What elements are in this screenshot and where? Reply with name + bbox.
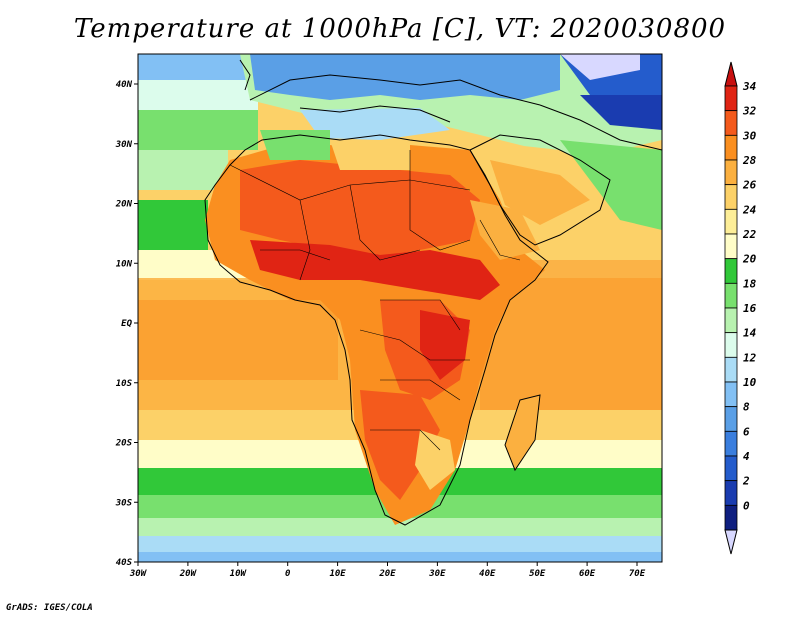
colorbar-segment [724, 381, 738, 408]
lat-label: 20S [115, 439, 133, 449]
colorbar-segment [724, 504, 738, 531]
colorbar-label: 30 [742, 129, 757, 142]
lat-label: 10S [116, 379, 133, 389]
lat-label: 40S [116, 558, 133, 568]
colorbar-segment [724, 258, 738, 284]
lon-label: 20W [179, 569, 198, 579]
temperature-field [138, 54, 662, 562]
colorbar-segment [724, 208, 738, 235]
credit-text: GrADS: IGES/COLA [6, 603, 93, 613]
colorbar-segment [724, 406, 738, 432]
colorbar-label: 0 [743, 499, 750, 512]
map-title: Temperature at 1000hPa [C], VT: 20200308… [73, 14, 727, 44]
colorbar-segment [724, 480, 738, 506]
country-borders [229, 150, 521, 451]
colorbar-label: 32 [742, 105, 757, 118]
lon-label: 30W [129, 569, 148, 579]
lon-label: 10W [230, 569, 248, 579]
colorbar-top-arrow [724, 61, 738, 87]
lon-label: 60E [579, 569, 596, 579]
colorbar-bottom-arrow [724, 529, 738, 555]
colorbar-label: 20 [742, 253, 757, 266]
colorbar-label: 18 [743, 277, 757, 290]
latitude-axis: 40N 30N 20N 10N EQ 10S 20S 30S 40S [115, 80, 138, 568]
colorbar-label: 28 [742, 154, 757, 167]
longitude-axis: 30W 20W 10W 0 10E 20E 30E 40E 50E 60E 70E [129, 562, 646, 579]
lon-label: 40E [479, 569, 496, 579]
colorbar-label: 12 [743, 351, 757, 364]
colorbar-segment [724, 134, 738, 161]
colorbar-segment [724, 455, 738, 482]
lat-label: 30N [115, 140, 133, 150]
lon-label: 70E [629, 569, 646, 579]
colorbar-label: 16 [743, 302, 757, 315]
colorbar-label: 4 [743, 450, 750, 463]
lon-label: 30E [428, 569, 446, 579]
lat-label: 20N [115, 200, 133, 210]
lon-label: 0 [285, 569, 291, 579]
colorbar-segment [724, 184, 738, 210]
colorbar-segment [724, 356, 738, 383]
colorbar-segment [724, 307, 738, 334]
coastlines [204, 59, 662, 526]
map-frame [137, 53, 663, 563]
lat-label: 40N [116, 80, 133, 90]
colorbar-segment [724, 233, 738, 260]
lat-label: EQ [121, 319, 132, 329]
colorbar-label: 34 [742, 80, 757, 93]
lon-label: 10E [329, 569, 346, 579]
lon-label: 20E [378, 569, 396, 579]
colorbar-label: 22 [742, 228, 757, 241]
colorbar-label: 10 [743, 376, 757, 389]
colorbar-label: 2 [742, 475, 750, 488]
lat-label: 10N [116, 259, 133, 269]
colorbar-segment [724, 85, 738, 112]
colorbar-segment [724, 332, 738, 358]
colorbar-label: 8 [743, 401, 750, 414]
colorbar-label: 26 [742, 179, 757, 192]
colorbar-label: 14 [743, 327, 757, 340]
lon-label: 50E [529, 569, 546, 579]
lat-label: 30S [115, 498, 133, 508]
colorbar-segment [724, 430, 738, 457]
colorbar-label: 24 [742, 203, 757, 216]
colorbar-segment [724, 282, 738, 309]
colorbar-label: 6 [743, 425, 750, 438]
colorbar-segment [724, 110, 738, 136]
colorbar-segment [724, 159, 738, 186]
